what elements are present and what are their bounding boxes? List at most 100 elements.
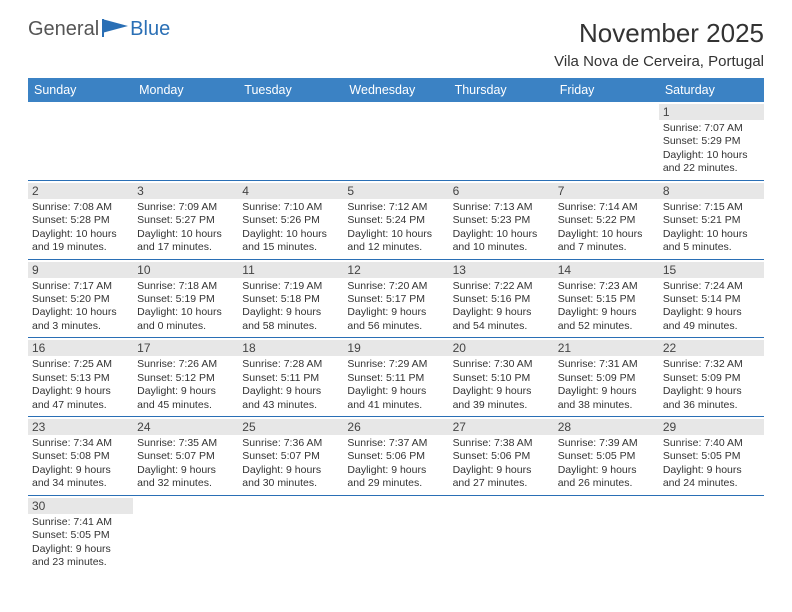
calendar-day-cell: [133, 102, 238, 180]
day-number: 11: [238, 262, 343, 278]
day-details: Sunrise: 7:40 AMSunset: 5:05 PMDaylight:…: [663, 437, 760, 491]
calendar-day-cell: 3Sunrise: 7:09 AMSunset: 5:27 PMDaylight…: [133, 180, 238, 259]
calendar-day-cell: 19 Sunrise: 7:29 AMSunset: 5:11 PMDayligh…: [343, 338, 448, 417]
calendar-week-row: 30 Sunrise: 7:41 AMSunset: 5:05 PMDayligh…: [28, 495, 764, 573]
calendar-day-cell: 8 Sunrise: 7:15 AMSunset: 5:21 PMDaylight…: [659, 180, 764, 259]
day-number: 19: [343, 340, 448, 356]
calendar-day-cell: 25 Sunrise: 7:36 AMSunset: 5:07 PMDayligh…: [238, 417, 343, 496]
calendar-day-cell: [659, 495, 764, 573]
calendar-day-cell: 10Sunrise: 7:18 AMSunset: 5:19 PMDayligh…: [133, 259, 238, 338]
calendar-day-cell: [343, 495, 448, 573]
calendar-day-cell: 18 Sunrise: 7:28 AMSunset: 5:11 PMDayligh…: [238, 338, 343, 417]
day-number: 25: [238, 419, 343, 435]
day-details: Sunrise: 7:08 AMSunset: 5:28 PMDaylight:…: [32, 201, 129, 255]
day-details: Sunrise: 7:18 AMSunset: 5:19 PMDaylight:…: [137, 280, 234, 334]
day-number: 30: [28, 498, 133, 514]
day-number: 18: [238, 340, 343, 356]
calendar-day-cell: [554, 102, 659, 180]
day-number: 23: [28, 419, 133, 435]
day-number: 14: [554, 262, 659, 278]
day-details: Sunrise: 7:15 AMSunset: 5:21 PMDaylight:…: [663, 201, 760, 255]
logo-text-general: General: [28, 18, 99, 41]
calendar-week-row: 2 Sunrise: 7:08 AMSunset: 5:28 PMDaylight…: [28, 180, 764, 259]
day-details: Sunrise: 7:37 AMSunset: 5:06 PMDaylight:…: [347, 437, 444, 491]
day-details: Sunrise: 7:25 AMSunset: 5:13 PMDaylight:…: [32, 358, 129, 412]
day-details: Sunrise: 7:36 AMSunset: 5:07 PMDaylight:…: [242, 437, 339, 491]
day-number: 1: [659, 104, 764, 120]
calendar-day-cell: 17Sunrise: 7:26 AMSunset: 5:12 PMDayligh…: [133, 338, 238, 417]
calendar-day-cell: [238, 102, 343, 180]
weekday-header: Saturday: [659, 78, 764, 102]
calendar-body: 1 Sunrise: 7:07 AMSunset: 5:29 PMDaylight…: [28, 102, 764, 574]
day-number: 17: [133, 340, 238, 356]
day-details: Sunrise: 7:20 AMSunset: 5:17 PMDaylight:…: [347, 280, 444, 334]
calendar-week-row: 23 Sunrise: 7:34 AMSunset: 5:08 PMDayligh…: [28, 417, 764, 496]
calendar-week-row: 9Sunrise: 7:17 AMSunset: 5:20 PMDaylight…: [28, 259, 764, 338]
day-number: 6: [449, 183, 554, 199]
day-details: Sunrise: 7:32 AMSunset: 5:09 PMDaylight:…: [663, 358, 760, 412]
calendar-page: General Blue November 2025 Vila Nova de …: [0, 0, 792, 584]
calendar-day-cell: 14 Sunrise: 7:23 AMSunset: 5:15 PMDayligh…: [554, 259, 659, 338]
calendar-day-cell: 20 Sunrise: 7:30 AMSunset: 5:10 PMDayligh…: [449, 338, 554, 417]
calendar-day-cell: [343, 102, 448, 180]
day-number: 20: [449, 340, 554, 356]
logo-text-blue: Blue: [130, 18, 170, 41]
calendar-day-cell: 22Sunrise: 7:32 AMSunset: 5:09 PMDayligh…: [659, 338, 764, 417]
calendar-day-cell: 1 Sunrise: 7:07 AMSunset: 5:29 PMDaylight…: [659, 102, 764, 180]
day-number: 26: [343, 419, 448, 435]
location-subtitle: Vila Nova de Cerveira, Portugal: [554, 53, 764, 70]
day-number: 13: [449, 262, 554, 278]
day-details: Sunrise: 7:35 AMSunset: 5:07 PMDaylight:…: [137, 437, 234, 491]
calendar-day-cell: [133, 495, 238, 573]
logo: General Blue: [28, 18, 170, 41]
day-details: Sunrise: 7:23 AMSunset: 5:15 PMDaylight:…: [558, 280, 655, 334]
day-number: 29: [659, 419, 764, 435]
day-details: Sunrise: 7:19 AMSunset: 5:18 PMDaylight:…: [242, 280, 339, 334]
day-number: 24: [133, 419, 238, 435]
day-details: Sunrise: 7:22 AMSunset: 5:16 PMDaylight:…: [453, 280, 550, 334]
day-details: Sunrise: 7:30 AMSunset: 5:10 PMDaylight:…: [453, 358, 550, 412]
calendar-day-cell: 30 Sunrise: 7:41 AMSunset: 5:05 PMDayligh…: [28, 495, 133, 573]
day-number: 12: [343, 262, 448, 278]
day-details: Sunrise: 7:41 AMSunset: 5:05 PMDaylight:…: [32, 516, 129, 570]
calendar-day-cell: 21Sunrise: 7:31 AMSunset: 5:09 PMDayligh…: [554, 338, 659, 417]
calendar-day-cell: [554, 495, 659, 573]
calendar-day-cell: 16 Sunrise: 7:25 AMSunset: 5:13 PMDayligh…: [28, 338, 133, 417]
day-details: Sunrise: 7:17 AMSunset: 5:20 PMDaylight:…: [32, 280, 129, 334]
month-title: November 2025: [554, 18, 764, 49]
calendar-day-cell: [28, 102, 133, 180]
calendar-day-cell: 5 Sunrise: 7:12 AMSunset: 5:24 PMDaylight…: [343, 180, 448, 259]
calendar-day-cell: [449, 102, 554, 180]
calendar-day-cell: 27Sunrise: 7:38 AMSunset: 5:06 PMDayligh…: [449, 417, 554, 496]
day-number: 2: [28, 183, 133, 199]
weekday-header: Friday: [554, 78, 659, 102]
day-number: 27: [449, 419, 554, 435]
weekday-header: Sunday: [28, 78, 133, 102]
day-number: 3: [133, 183, 238, 199]
day-details: Sunrise: 7:28 AMSunset: 5:11 PMDaylight:…: [242, 358, 339, 412]
day-details: Sunrise: 7:29 AMSunset: 5:11 PMDaylight:…: [347, 358, 444, 412]
day-details: Sunrise: 7:12 AMSunset: 5:24 PMDaylight:…: [347, 201, 444, 255]
calendar-day-cell: [449, 495, 554, 573]
day-details: Sunrise: 7:14 AMSunset: 5:22 PMDaylight:…: [558, 201, 655, 255]
day-details: Sunrise: 7:31 AMSunset: 5:09 PMDaylight:…: [558, 358, 655, 412]
calendar-day-cell: 26 Sunrise: 7:37 AMSunset: 5:06 PMDayligh…: [343, 417, 448, 496]
day-details: Sunrise: 7:10 AMSunset: 5:26 PMDaylight:…: [242, 201, 339, 255]
day-number: 8: [659, 183, 764, 199]
calendar-week-row: 1 Sunrise: 7:07 AMSunset: 5:29 PMDaylight…: [28, 102, 764, 180]
day-number: 7: [554, 183, 659, 199]
calendar-day-cell: 4Sunrise: 7:10 AMSunset: 5:26 PMDaylight…: [238, 180, 343, 259]
weekday-header: Thursday: [449, 78, 554, 102]
calendar-day-cell: 24 Sunrise: 7:35 AMSunset: 5:07 PMDayligh…: [133, 417, 238, 496]
weekday-header: Tuesday: [238, 78, 343, 102]
day-number: 16: [28, 340, 133, 356]
calendar-day-cell: 6Sunrise: 7:13 AMSunset: 5:23 PMDaylight…: [449, 180, 554, 259]
calendar-day-cell: 23 Sunrise: 7:34 AMSunset: 5:08 PMDayligh…: [28, 417, 133, 496]
day-number: 5: [343, 183, 448, 199]
day-details: Sunrise: 7:07 AMSunset: 5:29 PMDaylight:…: [663, 122, 760, 176]
calendar-day-cell: 15Sunrise: 7:24 AMSunset: 5:14 PMDayligh…: [659, 259, 764, 338]
calendar-day-cell: 7 Sunrise: 7:14 AMSunset: 5:22 PMDaylight…: [554, 180, 659, 259]
calendar-day-cell: 28Sunrise: 7:39 AMSunset: 5:05 PMDayligh…: [554, 417, 659, 496]
day-details: Sunrise: 7:34 AMSunset: 5:08 PMDaylight:…: [32, 437, 129, 491]
calendar-table: Sunday Monday Tuesday Wednesday Thursday…: [28, 78, 764, 574]
